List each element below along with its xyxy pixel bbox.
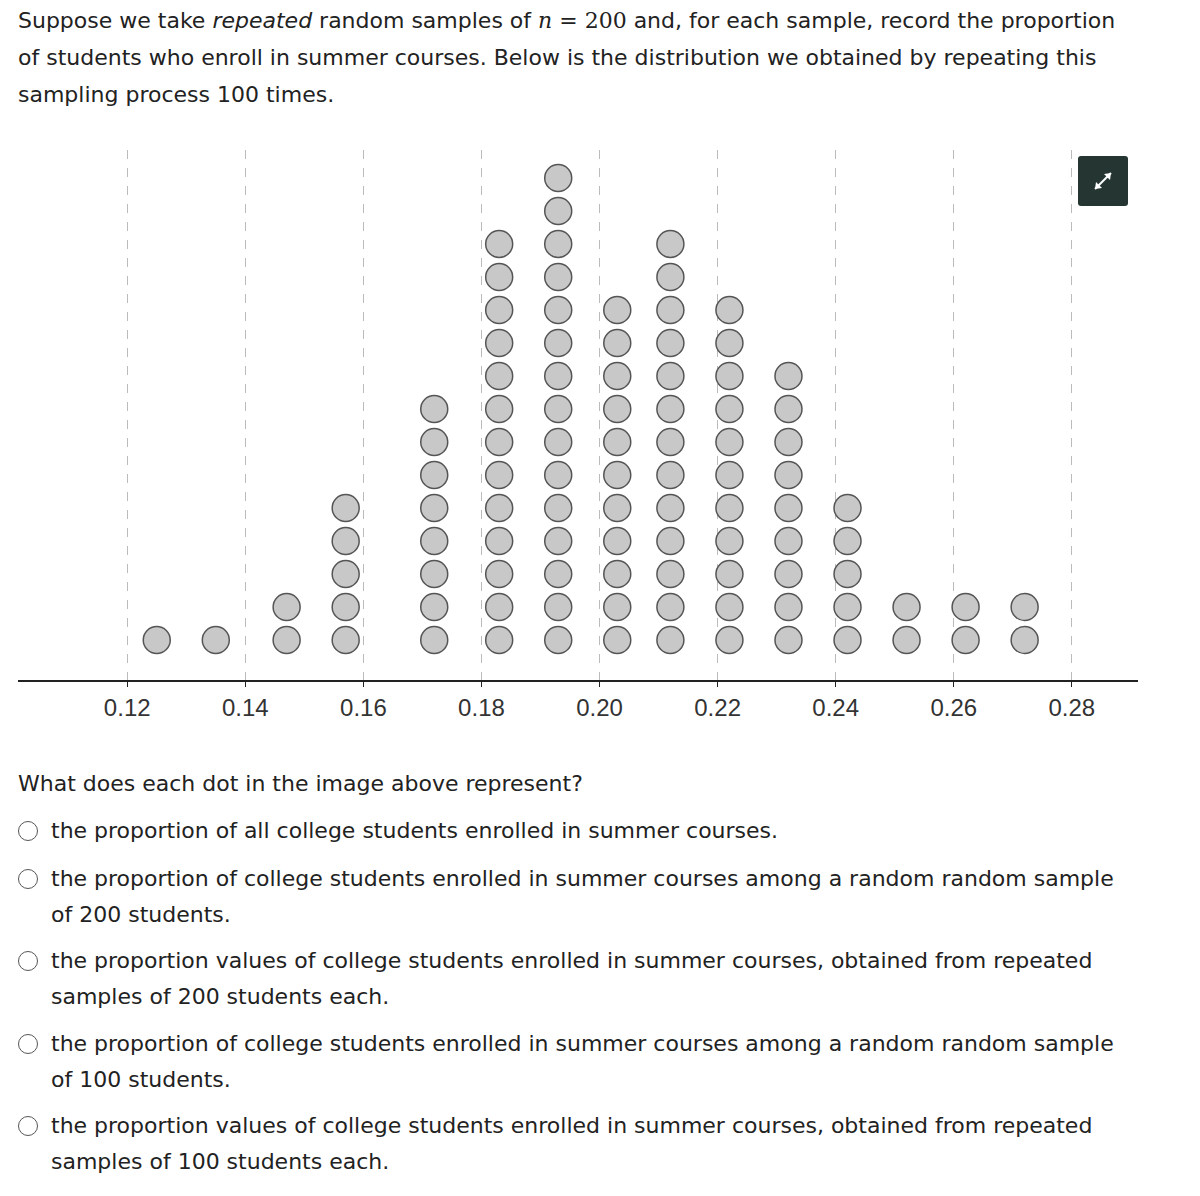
html-text:the proportion values of colle: the proportion values of college student… [51,948,1093,1009]
svg-text:0.18: 0.18 [458,694,505,720]
html-text:Suppose we take repeated rando: Suppose we take repeated random samples … [18,8,1116,107]
svg-text:0.20: 0.20 [576,694,623,720]
html-text:the proportion of college stud: the proportion of college students enrol… [51,1031,1114,1092]
svg-text:0.14: 0.14 [222,694,269,720]
svg-text:0.12: 0.12 [104,694,151,720]
svg-text:0.24: 0.24 [812,694,859,720]
html-text:What does each dot in the imag: What does each dot in the image above re… [18,771,583,796]
html-text:the proportion values of colle: the proportion values of college student… [51,1113,1093,1174]
svg-text:0.16: 0.16 [340,694,387,720]
html-text:the proportion of college stud: the proportion of college students enrol… [51,866,1114,927]
svg-text:0.22: 0.22 [694,694,741,720]
svg-text:0.28: 0.28 [1049,694,1096,720]
svg-text:0.26: 0.26 [930,694,977,720]
html-text:the proportion of all college: the proportion of all college students e… [51,818,779,843]
